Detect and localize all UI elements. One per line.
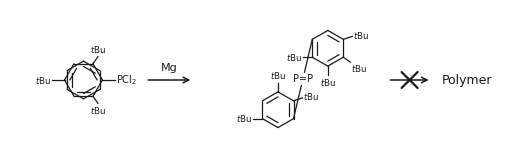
Text: PCl$_2$: PCl$_2$ [116,73,137,87]
Text: $t$Bu: $t$Bu [286,52,302,63]
Text: $t$Bu: $t$Bu [320,77,336,88]
Text: $t$Bu: $t$Bu [34,75,51,85]
Text: $t$Bu: $t$Bu [303,91,319,102]
Text: $t$Bu: $t$Bu [270,70,286,81]
Text: $t$Bu: $t$Bu [353,30,370,41]
Text: $t$Bu: $t$Bu [351,63,367,74]
Text: Mg: Mg [161,63,177,73]
Text: $t$Bu: $t$Bu [90,105,106,116]
Text: $t$Bu: $t$Bu [90,44,106,55]
Text: $t$Bu: $t$Bu [236,113,253,124]
Text: Polymer: Polymer [442,73,492,87]
Text: P=P: P=P [293,74,313,84]
